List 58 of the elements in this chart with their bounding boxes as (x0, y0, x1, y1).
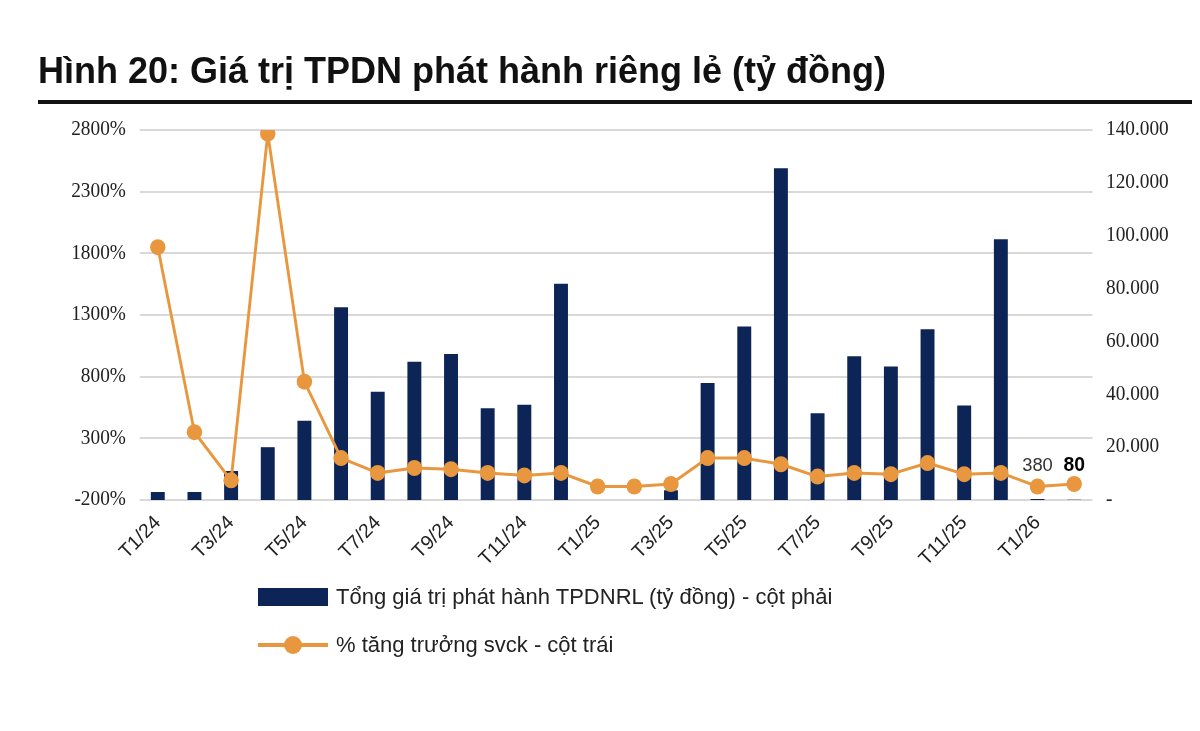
y2-tick-label: 20.000 (1106, 434, 1160, 457)
y2-tick-label: - (1106, 486, 1113, 510)
point (773, 456, 789, 473)
y-tick-label: 1800% (71, 240, 126, 263)
point (1066, 476, 1082, 493)
point (736, 450, 752, 467)
point (406, 459, 423, 476)
bar (187, 492, 202, 501)
point (809, 468, 826, 485)
bar (334, 307, 349, 501)
bar (554, 283, 568, 501)
point (626, 478, 643, 495)
bar (993, 239, 1008, 501)
y2-tick-label: 80.000 (1106, 275, 1160, 298)
point (223, 472, 239, 489)
point (846, 464, 862, 481)
legend-label: % tăng trưởng svck - cột trái (336, 632, 614, 658)
point (479, 464, 496, 481)
y-tick-label: 1300% (71, 301, 126, 325)
legend-label: Tổng giá trị phát hành TPDNRL (tỷ đồng) - cột phải (336, 584, 833, 610)
point (333, 450, 349, 467)
point (553, 464, 569, 481)
y-tick-label: 2300% (71, 178, 126, 201)
bar (260, 447, 275, 501)
y-tick-label: 800% (80, 363, 126, 387)
point (443, 461, 459, 478)
y2-tick-label: 60.000 (1106, 328, 1160, 351)
bar (407, 361, 422, 501)
point (516, 467, 533, 484)
point (699, 450, 716, 467)
y2-tick-label: 120.000 (1106, 169, 1169, 193)
point (150, 239, 166, 256)
y2-tick-label: 100.000 (1106, 222, 1169, 246)
data-label: 380 (1022, 453, 1053, 475)
bar (297, 420, 312, 501)
bar (663, 490, 678, 501)
y2-tick-label: 140.000 (1106, 116, 1169, 140)
bar (737, 326, 752, 501)
bar (847, 356, 862, 501)
point (186, 424, 203, 441)
y-tick-label: 2800% (71, 116, 126, 140)
bar (773, 168, 788, 501)
point (369, 464, 386, 481)
point (663, 476, 679, 493)
y2-tick-label: 40.000 (1106, 381, 1160, 404)
bar (444, 353, 458, 501)
bar (150, 492, 165, 501)
point (883, 466, 899, 483)
point (1029, 478, 1046, 495)
chart-title: Hình 20: Giá trị TPDN phát hành riêng lẻ (tỷ đồng) (37, 49, 888, 93)
point (993, 464, 1009, 481)
point (589, 478, 606, 495)
point (919, 455, 936, 472)
y-tick-label: 300% (80, 425, 126, 448)
point (296, 373, 313, 390)
data-label: 80 (1063, 453, 1085, 476)
point (956, 466, 972, 483)
y-tick-label: -200% (74, 486, 126, 510)
